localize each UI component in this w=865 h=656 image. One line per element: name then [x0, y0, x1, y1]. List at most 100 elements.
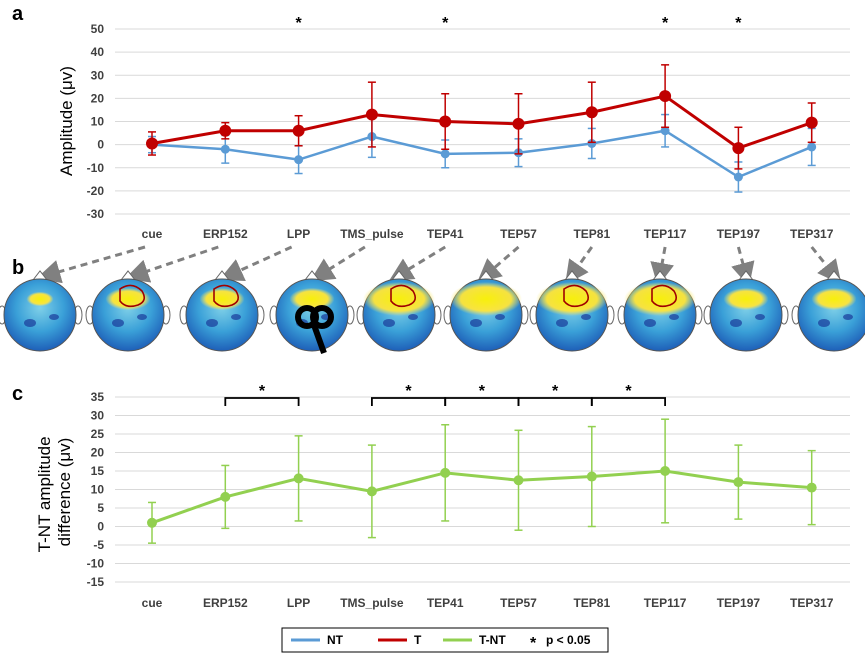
legend-tnt-label: T-NT — [479, 633, 506, 647]
topomap-scalp — [3, 278, 77, 352]
topomap-negative-spot — [755, 314, 765, 320]
topomap-activation — [811, 287, 857, 311]
topomap-head — [529, 270, 615, 352]
topomap-head — [703, 270, 789, 352]
c-data-point-t-nt — [660, 466, 671, 476]
panel-b-topomaps — [0, 245, 865, 355]
c-y-tick-label: 10 — [91, 483, 105, 497]
topomap-negative-spot — [581, 314, 591, 320]
c-x-tick-label: TEP317 — [790, 596, 834, 610]
panel-c-significance-star: * — [479, 383, 486, 400]
a-x-tick-label: LPP — [287, 227, 310, 241]
a-data-point-t — [365, 108, 378, 121]
topomap-head — [617, 270, 703, 352]
legend-t-label: T — [414, 633, 422, 647]
topomap-nose — [214, 270, 230, 281]
a-x-tick-label: TEP57 — [500, 227, 537, 241]
a-x-tick-label: cue — [142, 227, 163, 241]
topomap-nose — [32, 270, 48, 281]
a-y-tick-label: -30 — [87, 207, 105, 221]
c-y-tick-label: 25 — [91, 427, 105, 441]
a-data-point-nt — [733, 172, 743, 182]
a-x-tick-label: ERP152 — [203, 227, 248, 241]
topomap-activation — [536, 282, 608, 316]
a-y-tick-label: 50 — [91, 22, 105, 36]
topomap-arrow — [219, 245, 293, 281]
topomap-negative-spot — [206, 319, 218, 327]
a-x-tick-label: TEP41 — [427, 227, 464, 241]
topomap-negative-spot — [556, 319, 568, 327]
legend: NT T T-NT * p < 0.05 — [281, 627, 609, 653]
c-x-tick-label: TMS_pulse — [340, 596, 404, 610]
topomap-negative-spot — [470, 319, 482, 327]
topomap-nose — [652, 270, 668, 281]
c-x-tick-label: cue — [142, 596, 163, 610]
topomap-arrow — [476, 245, 520, 283]
topomap-head — [443, 270, 529, 352]
panel-c-significance-star: * — [259, 383, 266, 400]
topomap-head — [85, 270, 171, 352]
topomap-negative-spot — [495, 314, 505, 320]
topomap-activation — [624, 282, 696, 316]
topomap-nose — [120, 270, 136, 281]
panel-a-chart: 50 40 30 20 10 0 -10 -20 -30 cue ERP152 LPP TMS_pul… — [57, 15, 850, 241]
topomap-activation — [26, 291, 54, 307]
topomap-cluster-outline — [563, 284, 590, 308]
a-data-point-nt — [807, 142, 817, 152]
topomap-nose — [391, 270, 407, 281]
a-x-tick-label: TEP197 — [717, 227, 761, 241]
topomap-head — [0, 270, 83, 352]
c-x-tick-label: LPP — [287, 596, 310, 610]
a-data-point-nt — [220, 144, 230, 154]
tms-coil-icon — [310, 305, 334, 329]
a-x-tick-label: TEP81 — [573, 227, 610, 241]
topomap-arrow — [731, 246, 755, 287]
topomap-arrow — [565, 246, 594, 285]
topomap-cluster-outline — [119, 284, 146, 308]
a-y-tick-label: 30 — [91, 68, 105, 82]
topomap-head — [269, 270, 355, 355]
a-x-tick-label: TMS_pulse — [340, 227, 404, 241]
a-x-tick-label: TEP117 — [644, 227, 687, 241]
c-y-tick-label: 20 — [91, 446, 105, 460]
c-x-tick-label: TEP197 — [717, 596, 761, 610]
a-y-tick-label: 20 — [91, 91, 105, 105]
c-y-tick-label: 5 — [97, 501, 104, 515]
panel-c-significance-star: * — [405, 383, 412, 400]
c-series-line-t-nt — [151, 469, 812, 525]
a-y-tick-label: 0 — [97, 138, 104, 152]
a-data-point-nt — [587, 138, 597, 148]
c-y-tick-label: -15 — [87, 575, 105, 589]
panel-c-y-axis-label: T-NT amplitude difference (μv) — [35, 432, 74, 553]
a-data-point-t — [219, 124, 232, 137]
topomap-arrow — [650, 246, 674, 287]
topomap-cluster-outline — [213, 284, 240, 308]
topomap-negative-spot — [383, 319, 395, 327]
a-x-tick-label: TEP317 — [790, 227, 834, 241]
panel-c-y-axis-label-line2: difference (μv) — [55, 438, 74, 547]
topomap-head — [356, 270, 442, 352]
a-data-point-nt — [294, 155, 304, 165]
c-data-point-t-nt — [220, 491, 231, 502]
a-series-line-nt — [151, 129, 813, 179]
c-x-tick-label: TEP117 — [644, 596, 687, 610]
topomap-negative-spot — [408, 314, 418, 320]
topomap-nose — [564, 270, 580, 281]
c-y-tick-label: 0 — [97, 520, 104, 534]
c-x-tick-label: TEP57 — [500, 596, 537, 610]
topomap-negative-spot — [843, 314, 853, 320]
a-y-tick-label: 40 — [91, 45, 105, 59]
topomap-activation — [723, 287, 769, 311]
panel-a-significance-star: * — [735, 15, 742, 32]
topomap-arrow — [124, 245, 219, 283]
a-data-point-nt — [440, 149, 450, 159]
c-y-tick-label: 30 — [91, 409, 105, 423]
legend-sig-symbol: * — [530, 635, 537, 652]
c-data-point-t-nt — [806, 482, 817, 493]
c-x-tick-label: TEP81 — [573, 596, 610, 610]
c-y-tick-label: 15 — [91, 464, 105, 478]
a-y-tick-label: -20 — [87, 184, 105, 198]
topomap-head — [179, 270, 265, 352]
topomap-nose — [738, 270, 754, 281]
panel-a-significance-star: * — [662, 15, 669, 32]
